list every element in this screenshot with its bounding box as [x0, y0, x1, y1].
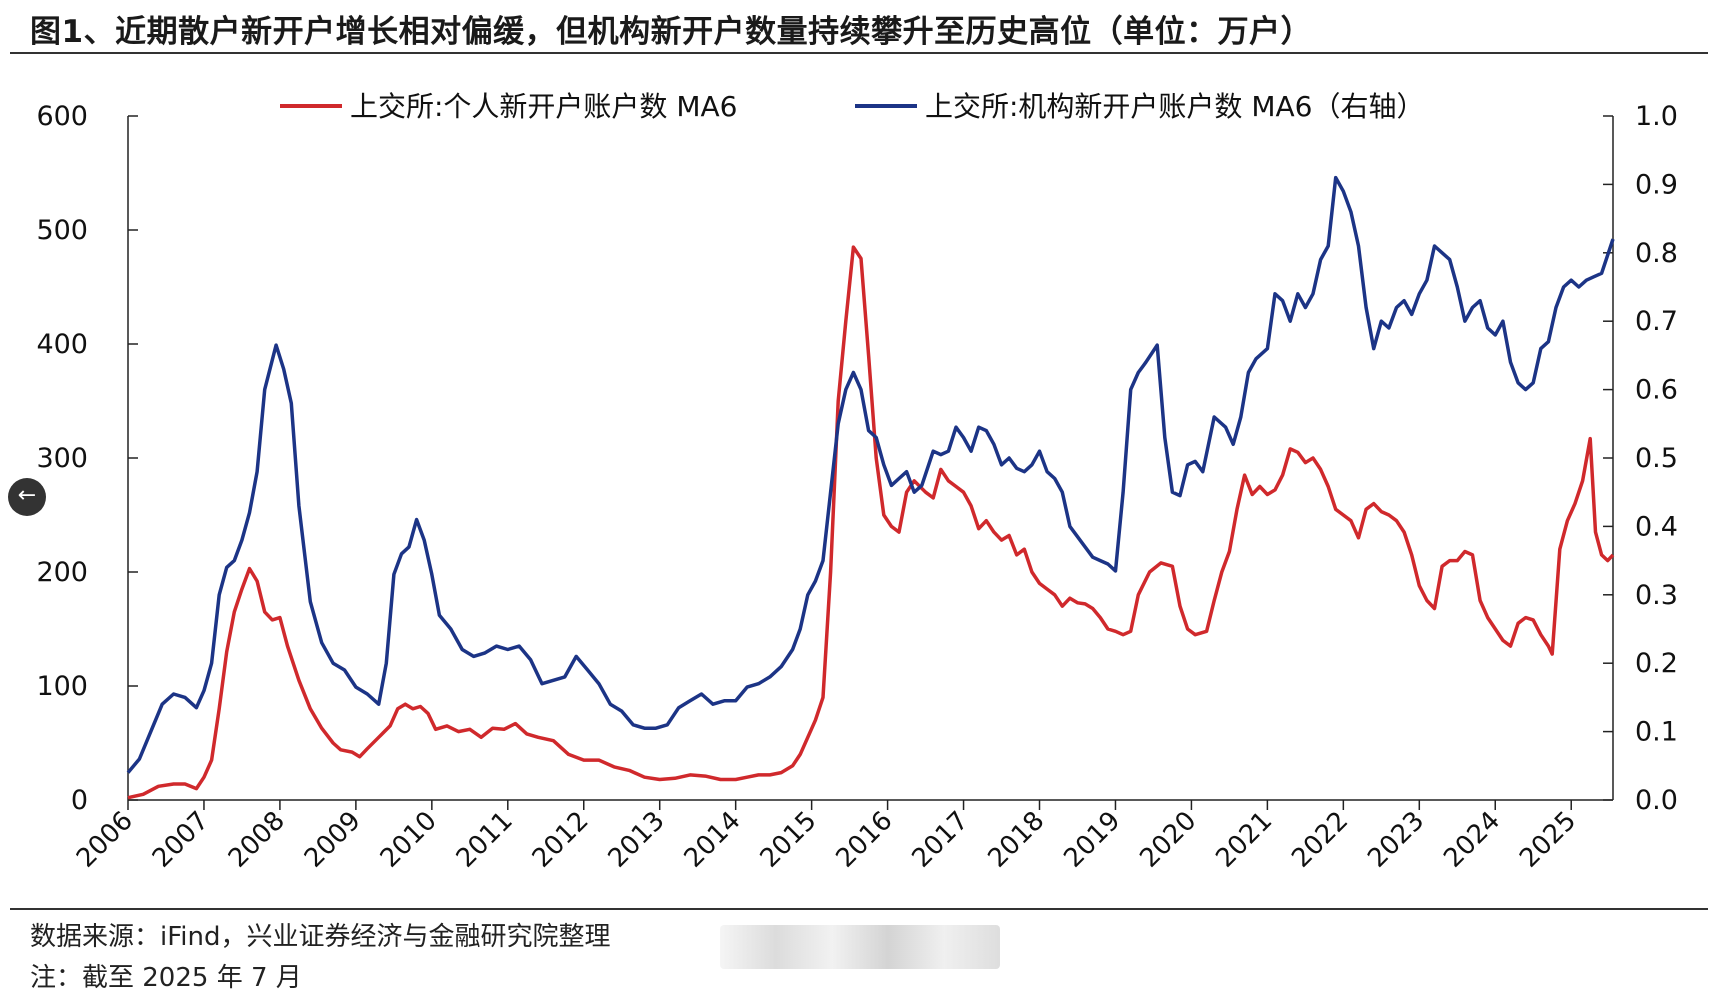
footer-divider	[10, 908, 1708, 910]
series-layer	[126, 175, 1615, 800]
chart-title: 图1、近期散户新开户增长相对偏缓，但机构新开户数量持续攀升至历史高位（单位：万户…	[30, 14, 1313, 50]
x-tick-label: 2009	[299, 806, 367, 874]
x-tick-label: 2008	[223, 806, 291, 874]
x-tick-label: 2016	[831, 806, 899, 874]
y-right-tick-label: 0.4	[1635, 511, 1678, 542]
back-arrow-icon[interactable]: ←	[8, 478, 46, 516]
y-left-tick-label: 400	[36, 329, 88, 360]
y-right-tick-label: 0.7	[1635, 306, 1678, 337]
y-left-tick-label: 500	[36, 215, 88, 246]
y-left-tick-label: 300	[36, 443, 88, 474]
x-tick-label: 2015	[755, 806, 823, 874]
x-tick-label: 2018	[982, 806, 1050, 874]
x-tick-label: 2025	[1514, 806, 1582, 874]
y-right-tick-label: 0.1	[1635, 717, 1678, 748]
line-chart: 上交所:个人新开户账户数 MA6 上交所:机构新开户账户数 MA6（右轴） 0 1…	[36, 90, 1678, 874]
x-tick-label: 2022	[1286, 806, 1354, 874]
title-divider	[10, 52, 1708, 54]
x-tick-label: 2007	[147, 806, 215, 874]
data-source-note: 数据来源：iFind，兴业证券经济与金融研究院整理	[30, 922, 611, 952]
x-tick-label: 2017	[906, 806, 974, 874]
y-right-tick-label: 0.2	[1635, 648, 1678, 679]
blurred-watermark	[720, 925, 1000, 969]
y-right-tick-label: 0.9	[1635, 169, 1678, 200]
x-tick-label: 2013	[603, 806, 671, 874]
legend-label-individual: 上交所:个人新开户账户数 MA6	[350, 90, 737, 123]
x-tick-label: 2021	[1210, 806, 1278, 874]
y-left-tick-label: 200	[36, 557, 88, 588]
legend-label-institution: 上交所:机构新开户账户数 MA6（右轴）	[925, 90, 1424, 123]
y-right-tick-label: 0.6	[1635, 375, 1678, 406]
x-tick-label: 2010	[375, 806, 443, 874]
x-tick-label: 2019	[1058, 806, 1126, 874]
x-tick-label: 2023	[1362, 806, 1430, 874]
x-tick-label: 2020	[1134, 806, 1202, 874]
y-left-tick-label: 100	[36, 671, 88, 702]
series-line-institution	[126, 175, 1615, 774]
x-tick-label: 2011	[451, 806, 519, 874]
y-right-tick-label: 0.8	[1635, 238, 1678, 269]
y-left-tick-label: 0	[71, 785, 88, 816]
axes: 0 100 200 300 400 500 600 0.0 0.1 0.2 0.3 0.4 0.5 0.6…	[36, 101, 1678, 874]
legend: 上交所:个人新开户账户数 MA6 上交所:机构新开户账户数 MA6（右轴）	[280, 90, 1424, 123]
series-line-individual	[127, 245, 1615, 800]
y-right-tick-label: 1.0	[1635, 101, 1678, 132]
y-left-tick-label: 600	[36, 101, 88, 132]
x-tick-label: 2014	[679, 806, 747, 874]
x-tick-label: 2024	[1438, 806, 1506, 874]
date-note: 注：截至 2025 年 7 月	[30, 963, 302, 993]
y-right-tick-label: 0.5	[1635, 443, 1678, 474]
y-right-tick-label: 0.0	[1635, 785, 1678, 816]
y-right-tick-label: 0.3	[1635, 580, 1678, 611]
x-tick-label: 2012	[527, 806, 595, 874]
